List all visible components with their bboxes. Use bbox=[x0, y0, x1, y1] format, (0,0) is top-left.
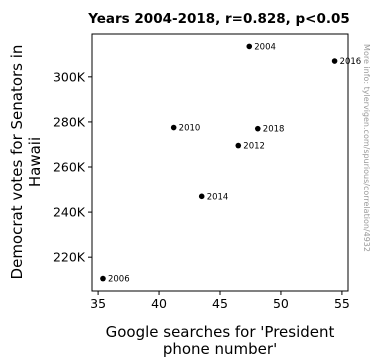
y-tick-label: 300K bbox=[53, 69, 86, 84]
x-axis-label-line-1: Google searches for 'President bbox=[106, 323, 335, 341]
data-point bbox=[100, 275, 106, 282]
x-tick-label: 40 bbox=[151, 296, 167, 311]
y-axis-label-line-2: Hawaii bbox=[26, 137, 44, 187]
y-axis-label-line-1: Democrat votes for Senators in bbox=[8, 45, 26, 280]
y-axis-ticks: 220K 240K 260K 280K 300K bbox=[53, 69, 92, 265]
x-axis-label-line-2: phone number' bbox=[163, 340, 277, 358]
data-point bbox=[170, 124, 177, 131]
data-point-label: 2010 bbox=[179, 124, 201, 134]
x-tick-label: 45 bbox=[212, 296, 228, 311]
data-point bbox=[254, 125, 261, 132]
x-axis-ticks: 35 40 45 50 55 bbox=[90, 291, 350, 311]
data-point bbox=[331, 58, 338, 64]
data-point-label: 2018 bbox=[263, 125, 285, 135]
data-point-label: 2004 bbox=[254, 42, 276, 52]
source-note: More info: tylervigen.com/spurious/corre… bbox=[362, 44, 371, 252]
x-tick-label: 55 bbox=[334, 296, 350, 311]
data-point bbox=[246, 43, 253, 50]
data-point-label: 2012 bbox=[243, 142, 265, 152]
y-tick-label: 280K bbox=[53, 114, 86, 129]
plot-area-frame bbox=[91, 33, 349, 292]
y-tick-label: 260K bbox=[53, 160, 86, 175]
data-points: 2004 2006 2010 2012 2014 2016 2018 bbox=[100, 42, 362, 285]
y-tick-label: 220K bbox=[53, 250, 86, 265]
y-tick-label: 240K bbox=[53, 205, 86, 220]
data-point-label: 2006 bbox=[108, 275, 130, 285]
data-point bbox=[198, 193, 205, 200]
x-tick-label: 50 bbox=[273, 296, 289, 311]
data-point-label: 2016 bbox=[340, 57, 362, 67]
data-point bbox=[235, 142, 242, 149]
chart-title: Years 2004-2018, r=0.828, p<0.05 bbox=[87, 11, 350, 27]
data-point-label: 2014 bbox=[207, 192, 229, 202]
x-tick-label: 35 bbox=[90, 296, 106, 311]
